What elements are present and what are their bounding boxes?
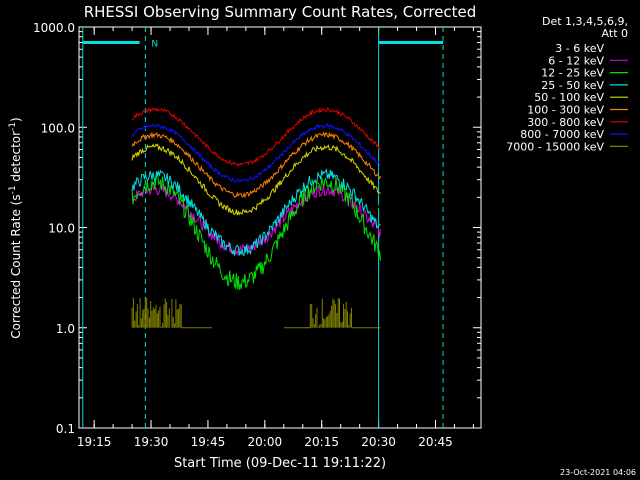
x-tick-label: 20:00 xyxy=(248,435,283,449)
x-axis-label: Start Time (09-Dec-11 19:11:22) xyxy=(174,456,386,471)
night-label: N xyxy=(151,40,158,50)
y-tick-label: 100.0 xyxy=(41,121,75,135)
legend-label: 50 - 100 keV xyxy=(534,91,604,104)
series-trace xyxy=(131,298,182,328)
series-trace xyxy=(131,123,381,183)
y-tick-label: 1000.0 xyxy=(33,21,75,35)
series-group xyxy=(131,106,381,329)
x-tick-label: 19:30 xyxy=(134,435,169,449)
legend-header-line2: Att 0 xyxy=(602,27,628,40)
y-axis-label: Corrected Count Rate (s-1 detector-1) xyxy=(8,117,23,338)
x-tick-label: 20:45 xyxy=(418,435,453,449)
legend-header-line1: Det 1,3,4,5,6,9, xyxy=(542,15,628,28)
series-trace xyxy=(131,106,381,168)
observing-markers: N xyxy=(82,27,444,428)
series-trace xyxy=(131,143,381,216)
legend-label: 3 - 6 keV xyxy=(555,42,604,55)
legend-label: 7000 - 15000 keV xyxy=(506,140,604,153)
series-trace xyxy=(131,172,381,291)
y-tick-label: 0.1 xyxy=(56,422,75,436)
x-tick-label: 19:15 xyxy=(77,435,112,449)
series-trace xyxy=(131,131,381,199)
footer-date: 23-Oct-2021 04:06 xyxy=(560,468,636,477)
chart-title: RHESSI Observing Summary Count Rates, Co… xyxy=(84,3,477,21)
series-trace xyxy=(131,168,381,256)
axis-ticks: 19:15 19:30 19:45 20:00 20:15 20:30 20:45 1000.… xyxy=(33,21,481,449)
legend-label: 100 - 300 keV xyxy=(527,104,604,117)
y-tick-label: 10.0 xyxy=(48,222,75,236)
legend-label: 25 - 50 keV xyxy=(541,79,604,92)
legend-label: 6 - 12 keV xyxy=(548,54,604,67)
x-tick-label: 20:15 xyxy=(304,435,339,449)
x-tick-label: 19:45 xyxy=(191,435,226,449)
legend-label: 12 - 25 keV xyxy=(541,67,604,80)
legend-label: 800 - 7000 keV xyxy=(520,128,604,141)
series-trace xyxy=(309,298,352,328)
x-tick-label: 20:30 xyxy=(361,435,396,449)
y-tick-label: 1.0 xyxy=(56,322,75,336)
legend-label: 300 - 800 keV xyxy=(527,116,604,129)
